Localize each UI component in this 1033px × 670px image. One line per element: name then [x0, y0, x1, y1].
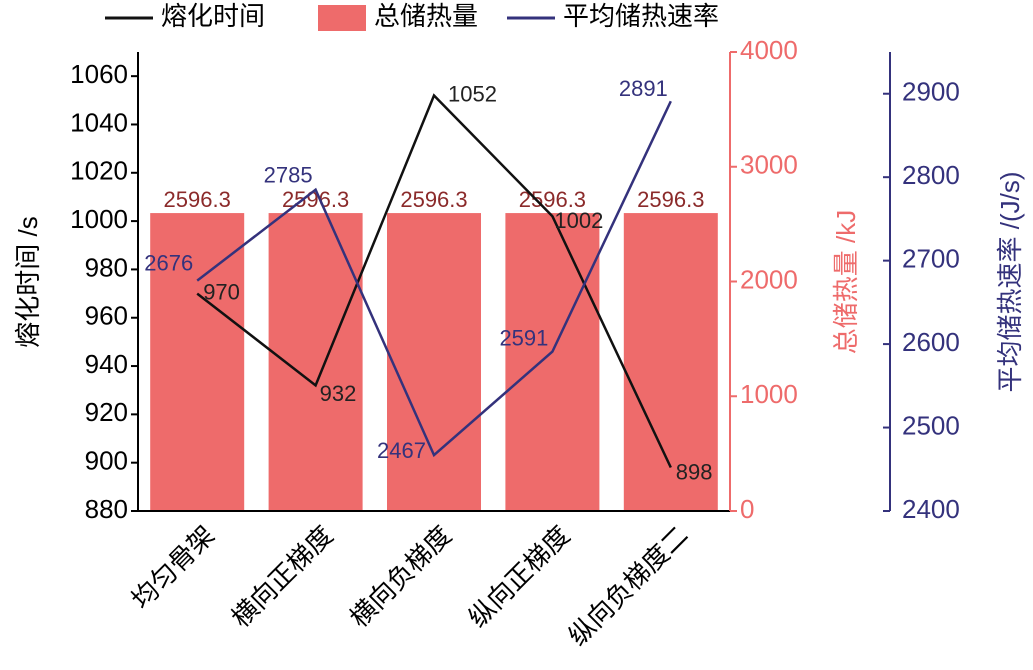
y-tick-label: 1000 — [70, 204, 128, 234]
bar — [623, 213, 718, 511]
bar — [150, 213, 245, 511]
x-tick-label: 纵向负梯度二 — [562, 520, 694, 652]
data-label: 2785 — [264, 163, 313, 188]
y-tick-label: 900 — [85, 446, 128, 476]
y-tick-label: 960 — [85, 301, 128, 331]
y-tick-label: 880 — [85, 494, 128, 524]
y-tick-label: 920 — [85, 397, 128, 427]
y2-tick-label: 1000 — [740, 379, 798, 409]
y3-tick-label: 2800 — [902, 160, 960, 190]
data-label: 1052 — [448, 81, 497, 106]
bar-value-label: 2596.3 — [637, 187, 704, 212]
y3-tick-label: 2900 — [902, 77, 960, 107]
data-label: 932 — [320, 381, 357, 406]
data-label: 2467 — [377, 438, 426, 463]
data-label: 970 — [203, 279, 240, 304]
x-tick-label: 均匀骨架 — [126, 520, 221, 615]
bar — [505, 213, 600, 511]
x-tick-label: 横向正梯度 — [226, 520, 339, 633]
y-tick-label: 1040 — [70, 107, 128, 137]
y3-tick-label: 2600 — [902, 327, 960, 357]
data-label: 2591 — [499, 325, 548, 350]
bar-value-label: 2596.3 — [519, 187, 586, 212]
legend-label: 总储热量 — [374, 1, 478, 31]
legend-swatch — [318, 5, 366, 31]
line — [196, 93, 672, 469]
data-label: 2676 — [144, 250, 193, 275]
y2-tick-label: 0 — [740, 494, 754, 524]
y-tick-label: 980 — [85, 252, 128, 282]
x-tick-label: 横向负梯度 — [344, 520, 457, 633]
bar — [387, 213, 481, 511]
y3-tick-label: 2400 — [902, 494, 960, 524]
y3-tick-label: 2500 — [902, 410, 960, 440]
legend-label: 熔化时间 — [161, 1, 265, 31]
bar — [268, 213, 363, 511]
y3-axis-title: 平均储热速率 /(J/s) — [995, 172, 1025, 393]
data-label: 1002 — [554, 208, 603, 233]
y3-tick-label: 2700 — [902, 244, 960, 274]
y2-tick-label: 2000 — [740, 264, 798, 294]
legend-label: 平均储热速率 — [563, 1, 719, 31]
x-tick-label: 纵向正梯度 — [462, 520, 575, 633]
y-tick-label: 1060 — [70, 59, 128, 89]
data-label: 2891 — [619, 76, 668, 101]
y2-tick-label: 4000 — [740, 35, 798, 65]
bar-value-label: 2596.3 — [164, 187, 231, 212]
y-tick-label: 940 — [85, 349, 128, 379]
y-tick-label: 1020 — [70, 156, 128, 186]
y2-tick-label: 3000 — [740, 150, 798, 180]
y2-axis-title: 总储热量 /kJ — [831, 210, 861, 354]
data-label: 898 — [676, 459, 713, 484]
line — [196, 100, 672, 458]
y-axis-title: 熔化时间 /s — [13, 216, 43, 347]
bar-value-label: 2596.3 — [400, 187, 467, 212]
